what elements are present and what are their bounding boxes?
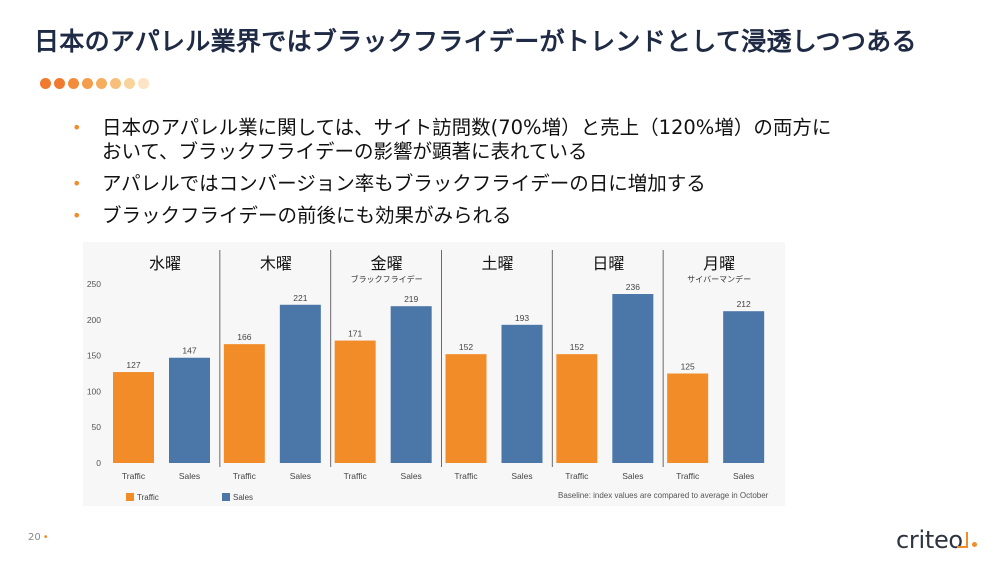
slide-title: 日本のアパレル業界ではブラックフライデーがトレンドとして浸透しつつある — [34, 27, 917, 56]
sales-value-label: 212 — [737, 299, 751, 309]
day-label: 金曜 — [371, 254, 403, 273]
decorative-dot — [138, 78, 149, 89]
bar-chart-svg: 0 50 100 150 200 250 水曜 127 147 Traffic Sales 木曜 166… — [87, 250, 769, 502]
category-label: Traffic — [233, 471, 257, 481]
traffic-bar — [334, 340, 376, 463]
day-label: 月曜 — [703, 254, 735, 273]
chart-footnote: Baseline: index values are compared to a… — [558, 491, 769, 500]
bullet-item: • 日本のアパレル業に関しては、サイト訪問数(70%増）と売上（120%増）の両方… — [72, 116, 972, 164]
page-number: 20 • — [28, 532, 49, 543]
logo-bracket-icon — [957, 532, 968, 548]
legend-label-traffic: Traffic — [137, 493, 159, 502]
sales-bar — [390, 306, 432, 463]
sales-bar — [612, 294, 654, 463]
category-label: Sales — [179, 471, 200, 481]
category-label: Sales — [401, 471, 422, 481]
traffic-bar — [445, 354, 487, 463]
category-label: Traffic — [122, 471, 146, 481]
bullet-text: ブラックフライデーの前後にも効果がみられる — [102, 204, 512, 227]
traffic-value-label: 171 — [348, 329, 362, 339]
day-label: 土曜 — [481, 254, 513, 273]
page-number-dot: • — [42, 532, 49, 543]
y-tick-label: 250 — [87, 279, 101, 289]
sales-bar — [501, 324, 543, 463]
category-label: Sales — [290, 471, 311, 481]
y-tick-label: 0 — [96, 458, 101, 468]
day-note: ブラックフライデー — [351, 274, 423, 284]
traffic-value-label: 152 — [459, 342, 473, 352]
legend-swatch-traffic — [126, 493, 134, 501]
day-label: 水曜 — [149, 254, 181, 273]
category-label: Sales — [622, 471, 643, 481]
y-tick-label: 100 — [87, 386, 101, 396]
decorative-dot — [68, 78, 79, 89]
decorative-dot — [124, 78, 135, 89]
category-label: Traffic — [454, 471, 478, 481]
bullet-mark: • — [72, 118, 82, 137]
bullet-mark: • — [72, 174, 82, 193]
sales-value-label: 193 — [515, 313, 529, 323]
sales-bar — [169, 357, 210, 463]
decorative-dot — [96, 78, 107, 89]
bullet-item: • アパレルではコンバージョン率もブラックフライデーの日に増加する — [72, 172, 972, 196]
sales-bar — [723, 311, 765, 463]
category-label: Traffic — [676, 471, 700, 481]
sales-value-label: 221 — [293, 293, 307, 303]
legend-label-sales: Sales — [233, 493, 253, 502]
decorative-dot — [82, 78, 93, 89]
bullet-mark: • — [72, 206, 82, 225]
category-label: Traffic — [344, 471, 368, 481]
traffic-value-label: 166 — [237, 332, 251, 342]
y-tick-label: 200 — [87, 315, 101, 325]
decorative-dot — [54, 78, 65, 89]
day-label: 日曜 — [592, 254, 624, 273]
y-tick-label: 50 — [92, 422, 102, 432]
sales-value-label: 219 — [404, 294, 418, 304]
legend-swatch-sales — [222, 493, 230, 501]
page-number-value: 20 — [28, 532, 41, 543]
traffic-value-label: 152 — [570, 342, 584, 352]
logo-dot-icon — [972, 542, 977, 547]
traffic-value-label: 125 — [681, 362, 695, 372]
sales-bar — [279, 304, 321, 463]
decorative-dot — [110, 78, 121, 89]
y-tick-label: 150 — [87, 351, 101, 361]
bar-chart: 0 50 100 150 200 250 水曜 127 147 Traffic Sales 木曜 166… — [83, 242, 785, 506]
traffic-bar — [223, 344, 265, 463]
traffic-bar — [667, 373, 709, 463]
criteo-logo: criteo — [896, 526, 963, 554]
sales-value-label: 236 — [626, 282, 640, 292]
bullet-list: • 日本のアパレル業に関しては、サイト訪問数(70%増）と売上（120%増）の両方… — [72, 116, 972, 236]
bullet-text: アパレルではコンバージョン率もブラックフライデーの日に増加する — [102, 172, 706, 195]
day-label: 木曜 — [260, 254, 292, 273]
traffic-bar — [556, 354, 598, 463]
decorative-dot — [40, 78, 51, 89]
category-label: Traffic — [565, 471, 589, 481]
traffic-bar — [113, 372, 154, 463]
category-label: Sales — [511, 471, 532, 481]
category-label: Sales — [733, 471, 754, 481]
day-note: サイバーマンデー — [687, 274, 751, 284]
sales-value-label: 147 — [182, 346, 196, 356]
traffic-value-label: 127 — [126, 360, 140, 370]
bullet-item: • ブラックフライデーの前後にも効果がみられる — [72, 204, 972, 228]
bullet-text: 日本のアパレル業に関しては、サイト訪問数(70%増）と売上（120%増）の両方に… — [102, 116, 832, 163]
